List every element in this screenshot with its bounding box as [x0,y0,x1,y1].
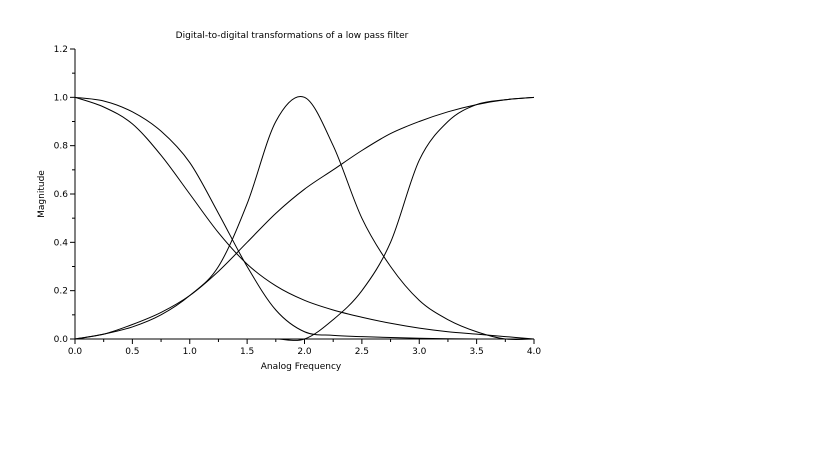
y-tick-label: 1.2 [54,45,68,55]
x-tick-label: 1.5 [240,347,254,357]
series-line-2 [74,96,535,340]
y-tick-label: 0.6 [54,190,69,200]
x-tick-label: 3.5 [469,347,483,357]
curves [74,95,535,341]
y-tick-label: 1.0 [54,93,69,103]
chart-title: Digital-to-digital transformations of a … [176,31,409,41]
y-tick-label: 0.0 [54,335,69,345]
x-tick-label: 4.0 [527,347,542,357]
y-tick-label: 0.2 [54,287,68,297]
y-axis-title: Magnitude [37,170,47,218]
series-line-3 [74,95,535,341]
y-tick-label: 0.8 [54,142,69,152]
axes: 0.0 0.5 1.0 1.5 2.0 2.5 3.0 3.5 4.0 0.0 0.2 0.4 0.6 0… [54,45,542,357]
x-axis-title: Analog Frequency [261,362,342,372]
y-tick-label: 0.4 [54,238,69,248]
x-tick-label: 0.0 [68,347,83,357]
series-line-1 [74,96,534,340]
x-tick-label: 1.0 [183,347,198,357]
series-line-4 [75,96,535,341]
x-tick-label: 3.0 [412,347,427,357]
series-line-5 [74,96,535,340]
x-tick-label: 2.0 [297,347,312,357]
x-tick-label: 2.5 [355,347,369,357]
x-tick-label: 0.5 [125,347,139,357]
